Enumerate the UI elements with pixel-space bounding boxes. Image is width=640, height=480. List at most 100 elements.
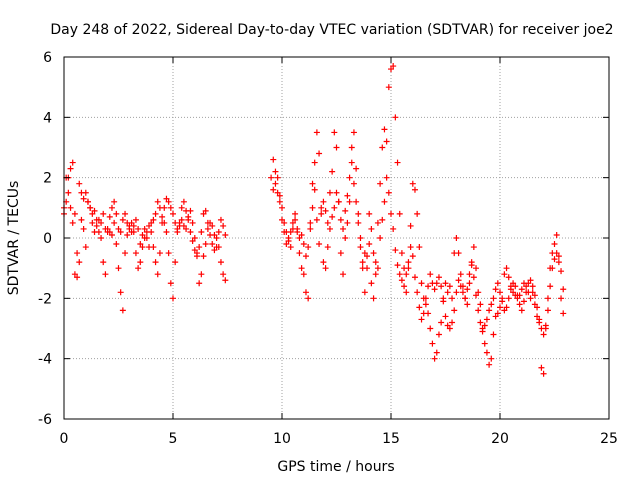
data-point [287,228,294,235]
x-tick-label: 20 [491,431,509,447]
data-point [222,277,229,284]
data-point [89,210,96,217]
data-point [217,216,224,223]
data-point [74,274,81,281]
data-point [361,289,368,296]
y-tick-label: -6 [38,412,52,428]
data-point [82,244,89,251]
data-point [505,295,512,302]
data-point [122,250,129,257]
x-tick-label: 15 [382,431,400,447]
data-point [411,186,418,193]
data-point [520,298,527,305]
data-point [170,295,176,302]
data-point [215,228,222,235]
data-point [475,289,482,296]
data-point [176,222,183,229]
data-point [514,292,521,299]
data-point [154,271,161,278]
data-point [196,244,203,251]
data-point [490,331,497,338]
data-point [272,168,279,175]
data-point [497,289,503,296]
data-point [483,349,490,356]
data-point [547,283,554,290]
data-point [422,295,429,302]
data-point [366,241,373,248]
data-point [407,244,414,251]
data-point [549,265,556,272]
data-point [501,271,508,278]
data-point [409,180,416,187]
data-point [507,286,514,293]
data-point [200,253,207,260]
data-point [444,289,451,296]
data-point [71,210,78,217]
data-point [444,322,451,329]
data-point [477,301,484,308]
data-point [388,66,394,73]
data-point [159,219,166,226]
data-point [405,259,412,266]
data-point [91,207,98,214]
data-point [494,310,501,317]
data-point [279,216,285,223]
data-point [418,280,425,287]
data-point [80,225,87,232]
data-point [409,253,416,260]
chart-title: Day 248 of 2022, Sidereal Day-to-day VTE… [50,22,613,38]
data-point [350,180,357,187]
y-tick-label: 2 [43,171,52,187]
data-point [446,283,453,290]
data-point [359,259,366,266]
data-point [191,235,198,241]
data-point [135,265,142,272]
data-point [433,349,440,356]
data-point [534,313,541,320]
data-point [333,189,340,196]
data-point [71,271,78,278]
data-point [67,204,74,211]
data-point [518,307,525,314]
data-point [529,289,536,296]
data-point [113,210,120,217]
data-point [425,283,432,290]
data-point [337,250,344,257]
data-point [534,304,541,311]
data-point [346,198,353,205]
data-point [385,84,392,91]
x-tick-label: 25 [600,431,618,447]
data-point [204,219,211,226]
data-point [503,304,510,311]
data-point [220,271,227,278]
data-point [462,295,469,302]
data-point [337,216,344,223]
data-point [302,289,309,296]
data-point [305,295,312,302]
data-point [394,262,401,269]
data-point [370,295,377,302]
data-point [296,250,303,257]
data-point [156,250,163,257]
data-point [137,259,144,266]
data-point [331,129,338,136]
data-point [307,219,314,226]
data-point [124,231,131,238]
data-point [475,307,482,314]
data-point [396,210,403,217]
data-point [407,222,414,229]
data-point [154,198,161,205]
grid [64,57,609,419]
data-point [538,364,545,371]
data-point [172,219,179,226]
data-point [98,219,105,226]
data-point [148,228,155,235]
data-point [285,238,292,245]
data-point [159,213,166,220]
data-point [320,259,327,266]
data-point [350,129,357,136]
data-point [76,180,83,187]
data-point [538,325,545,332]
data-point [309,204,316,211]
data-point [481,322,488,329]
